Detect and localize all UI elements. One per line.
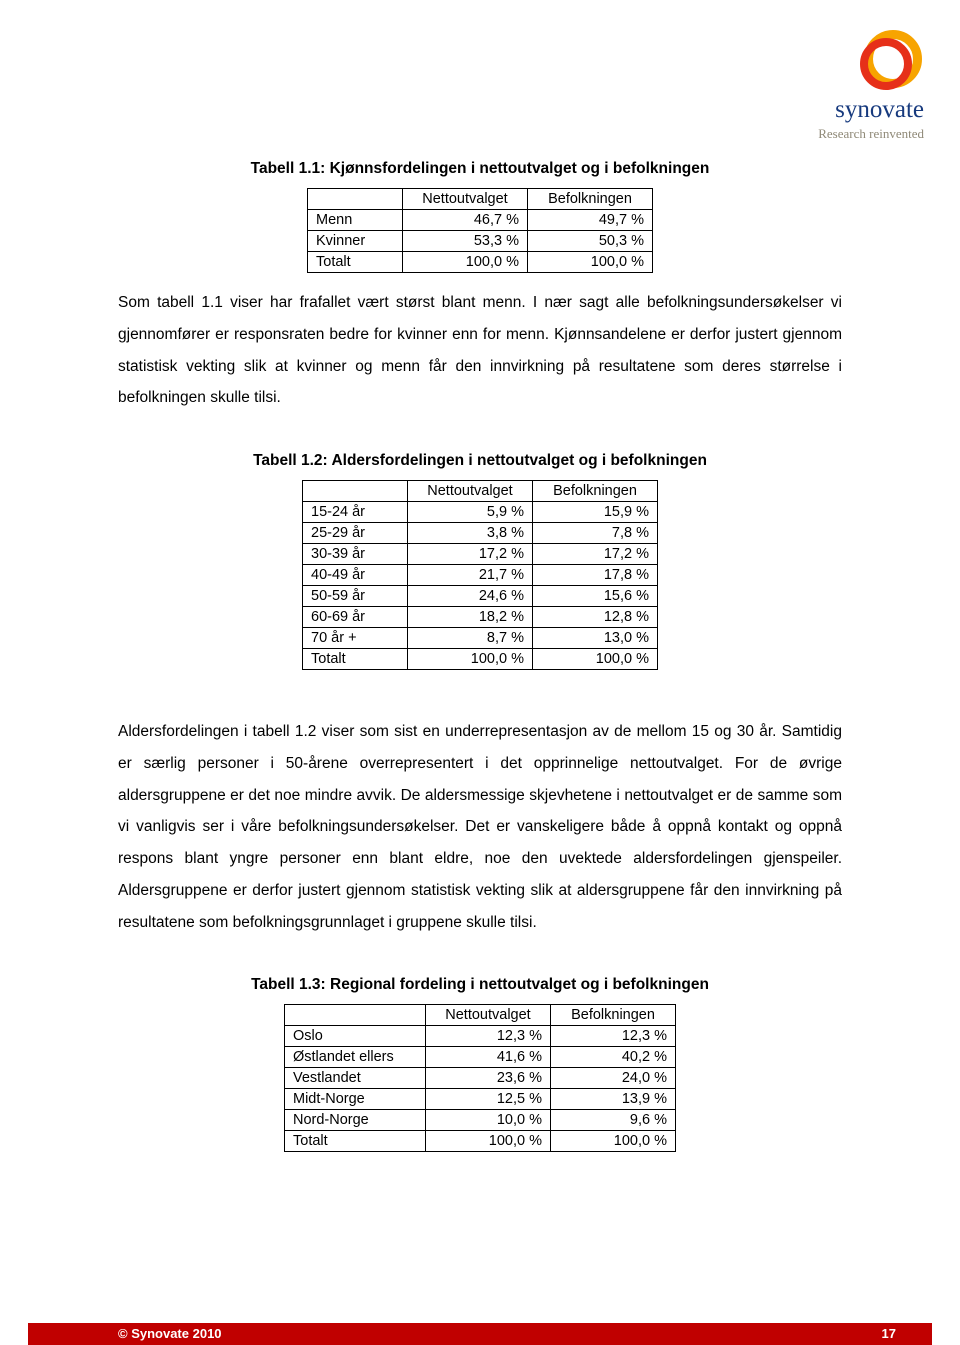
- document-body: Tabell 1.1: Kjønnsfordelingen i nettoutv…: [118, 160, 842, 1152]
- table-row: 50-59 år24,6 %15,6 %: [303, 586, 658, 607]
- row-label: 25-29 år: [303, 523, 408, 544]
- cell-value: 8,7 %: [408, 628, 533, 649]
- table2: NettoutvalgetBefolkningen15-24 år5,9 %15…: [302, 480, 658, 670]
- cell-value: 100,0 %: [426, 1131, 551, 1152]
- cell-value: 24,0 %: [551, 1068, 676, 1089]
- row-label: 30-39 år: [303, 544, 408, 565]
- cell-value: 9,6 %: [551, 1110, 676, 1131]
- table-row: 60-69 år18,2 %12,8 %: [303, 607, 658, 628]
- cell-value: 17,2 %: [533, 544, 658, 565]
- table1: NettoutvalgetBefolkningenMenn46,7 %49,7 …: [307, 188, 653, 273]
- cell-value: 17,8 %: [533, 565, 658, 586]
- column-header: Befolkningen: [528, 189, 653, 210]
- cell-value: 46,7 %: [403, 210, 528, 231]
- table3: NettoutvalgetBefolkningenOslo12,3 %12,3 …: [284, 1004, 676, 1152]
- logo-mark-icon: [858, 28, 924, 94]
- table-row: Totalt100,0 %100,0 %: [308, 252, 653, 273]
- row-label: Midt-Norge: [285, 1089, 426, 1110]
- column-header: Befolkningen: [551, 1005, 676, 1026]
- cell-value: 3,8 %: [408, 523, 533, 544]
- cell-value: 12,5 %: [426, 1089, 551, 1110]
- paragraph-1: Som tabell 1.1 viser har frafallet vært …: [118, 287, 842, 414]
- cell-value: 12,8 %: [533, 607, 658, 628]
- cell-value: 12,3 %: [551, 1026, 676, 1047]
- cell-value: 100,0 %: [533, 649, 658, 670]
- footer-copyright: © Synovate 2010: [28, 1326, 222, 1341]
- cell-value: 53,3 %: [403, 231, 528, 252]
- cell-value: 15,9 %: [533, 502, 658, 523]
- table-corner: [285, 1005, 426, 1026]
- row-label: Totalt: [303, 649, 408, 670]
- table1-caption: Tabell 1.1: Kjønnsfordelingen i nettoutv…: [118, 160, 842, 178]
- cell-value: 13,9 %: [551, 1089, 676, 1110]
- cell-value: 49,7 %: [528, 210, 653, 231]
- table-corner: [308, 189, 403, 210]
- footer-bar: © Synovate 2010 17: [28, 1323, 932, 1345]
- table-corner: [303, 481, 408, 502]
- table-row: Kvinner53,3 %50,3 %: [308, 231, 653, 252]
- column-header: Nettoutvalget: [403, 189, 528, 210]
- column-header: Befolkningen: [533, 481, 658, 502]
- logo-tagline: Research reinvented: [818, 126, 924, 142]
- table-row: Midt-Norge12,5 %13,9 %: [285, 1089, 676, 1110]
- row-label: Menn: [308, 210, 403, 231]
- row-label: Kvinner: [308, 231, 403, 252]
- row-label: 50-59 år: [303, 586, 408, 607]
- cell-value: 100,0 %: [408, 649, 533, 670]
- logo-brand: synovate: [818, 96, 924, 124]
- row-label: 15-24 år: [303, 502, 408, 523]
- table-row: Østlandet ellers41,6 %40,2 %: [285, 1047, 676, 1068]
- cell-value: 41,6 %: [426, 1047, 551, 1068]
- row-label: Totalt: [285, 1131, 426, 1152]
- table-row: Vestlandet23,6 %24,0 %: [285, 1068, 676, 1089]
- paragraph-2: Aldersfordelingen i tabell 1.2 viser som…: [118, 716, 842, 938]
- cell-value: 10,0 %: [426, 1110, 551, 1131]
- cell-value: 100,0 %: [528, 252, 653, 273]
- table3-caption: Tabell 1.3: Regional fordeling i nettout…: [118, 976, 842, 994]
- row-label: Vestlandet: [285, 1068, 426, 1089]
- table2-caption: Tabell 1.2: Aldersfordelingen i nettoutv…: [118, 452, 842, 470]
- row-label: 70 år +: [303, 628, 408, 649]
- table-row: Menn46,7 %49,7 %: [308, 210, 653, 231]
- table-row: 15-24 år5,9 %15,9 %: [303, 502, 658, 523]
- page-number: 17: [882, 1323, 896, 1345]
- cell-value: 50,3 %: [528, 231, 653, 252]
- cell-value: 12,3 %: [426, 1026, 551, 1047]
- table-row: Nord-Norge10,0 %9,6 %: [285, 1110, 676, 1131]
- cell-value: 23,6 %: [426, 1068, 551, 1089]
- cell-value: 15,6 %: [533, 586, 658, 607]
- cell-value: 40,2 %: [551, 1047, 676, 1068]
- row-label: Nord-Norge: [285, 1110, 426, 1131]
- logo: synovate Research reinvented: [818, 28, 924, 142]
- table-row: 40-49 år21,7 %17,8 %: [303, 565, 658, 586]
- cell-value: 100,0 %: [551, 1131, 676, 1152]
- row-label: Østlandet ellers: [285, 1047, 426, 1068]
- cell-value: 17,2 %: [408, 544, 533, 565]
- cell-value: 13,0 %: [533, 628, 658, 649]
- table-row: Oslo12,3 %12,3 %: [285, 1026, 676, 1047]
- column-header: Nettoutvalget: [426, 1005, 551, 1026]
- cell-value: 18,2 %: [408, 607, 533, 628]
- cell-value: 7,8 %: [533, 523, 658, 544]
- row-label: Oslo: [285, 1026, 426, 1047]
- row-label: 40-49 år: [303, 565, 408, 586]
- column-header: Nettoutvalget: [408, 481, 533, 502]
- table-row: 70 år +8,7 %13,0 %: [303, 628, 658, 649]
- cell-value: 5,9 %: [408, 502, 533, 523]
- row-label: 60-69 år: [303, 607, 408, 628]
- cell-value: 21,7 %: [408, 565, 533, 586]
- cell-value: 100,0 %: [403, 252, 528, 273]
- table-row: 30-39 år17,2 %17,2 %: [303, 544, 658, 565]
- row-label: Totalt: [308, 252, 403, 273]
- table-row: Totalt100,0 %100,0 %: [303, 649, 658, 670]
- table-row: Totalt100,0 %100,0 %: [285, 1131, 676, 1152]
- table-row: 25-29 år3,8 %7,8 %: [303, 523, 658, 544]
- cell-value: 24,6 %: [408, 586, 533, 607]
